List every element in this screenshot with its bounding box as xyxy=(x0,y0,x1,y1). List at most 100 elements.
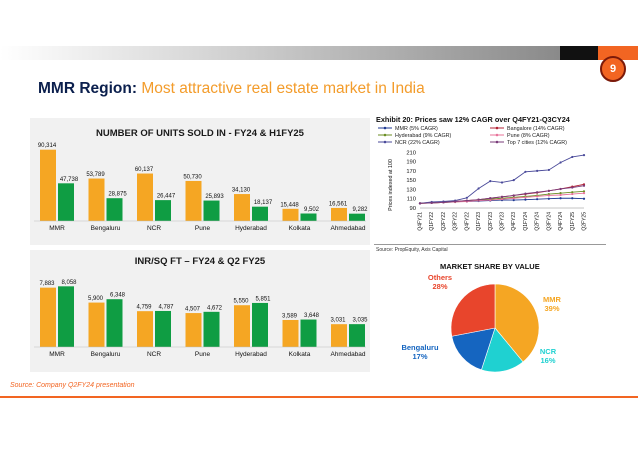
bar-bengaluru-s1 xyxy=(106,198,123,221)
bar-label-hyderabad-s0: 34,130 xyxy=(232,188,251,194)
bar-label-bengaluru-s0: 53,789 xyxy=(86,172,105,178)
bar-label-hyderabad-s1: 5,851 xyxy=(255,296,271,302)
units-sold-chart: 90,314 47,738 MMR 53,789 28,875 Bengaluru 60,1… xyxy=(34,143,368,232)
legend-marker-0 xyxy=(383,126,387,130)
page-number-badge: 9 xyxy=(600,56,626,82)
x-tick-q2fy23: Q2FY23 xyxy=(488,212,494,231)
pie-value-mmr: 39% xyxy=(544,304,559,313)
series-5-point-2 xyxy=(442,201,445,204)
x-tick-q1fy25: Q1FY25 xyxy=(570,212,576,231)
series-4-point-12 xyxy=(559,161,562,164)
bar-label-ncr-s1: 26,447 xyxy=(157,194,176,200)
series-5-point-4 xyxy=(465,199,468,202)
slide-title-rest: Most attractive real estate market in In… xyxy=(137,80,425,97)
legend-label-0: MMR (5% CAGR) xyxy=(395,126,438,132)
series-3-point-14 xyxy=(582,192,586,195)
bar-label-mmr-s1: 47,738 xyxy=(60,177,79,183)
legend-marker-4 xyxy=(383,140,387,144)
series-2-point-14 xyxy=(582,190,586,193)
y-tick-90: 90 xyxy=(410,206,416,212)
bar-label-bengaluru-s0: 5,900 xyxy=(88,296,104,302)
pie-slice-mmr xyxy=(494,283,540,363)
x-tick-q3fy24: Q3FY24 xyxy=(546,212,552,231)
category-label-bengaluru: Bengaluru xyxy=(91,351,121,358)
slide-title: MMR Region: Most attractive real estate … xyxy=(38,80,425,98)
bar-hyderabad-s0 xyxy=(234,305,250,347)
bar-kolkata-s0 xyxy=(282,319,299,347)
series-3-point-9 xyxy=(524,196,527,199)
bar-label-pune-s0: 50,730 xyxy=(183,174,202,180)
bar-label-mmr-s0: 90,314 xyxy=(38,143,57,149)
category-label-mmr: MMR xyxy=(49,225,65,232)
bar-label-mmr-s0: 7,883 xyxy=(39,281,55,287)
bar-hyderabad-s1 xyxy=(252,206,268,221)
bar-bengaluru-s0 xyxy=(88,302,105,347)
y-axis-label: Prices indexed at 100 xyxy=(388,159,394,211)
bar-label-ncr-s0: 60,137 xyxy=(135,167,154,173)
series-5-point-10 xyxy=(536,191,539,194)
category-label-bengaluru: Bengaluru xyxy=(91,225,121,232)
inr-sqft-title: INR/SQ FT – FY24 & Q2 FY25 xyxy=(134,256,266,267)
market-share-title: MARKET SHARE BY VALUE xyxy=(440,262,540,271)
y-tick-170: 170 xyxy=(406,169,416,175)
category-label-ncr: NCR xyxy=(147,351,161,358)
series-3-point-10 xyxy=(536,195,539,198)
slide-title-bold: MMR Region: xyxy=(38,80,138,97)
series-4-point-9 xyxy=(524,170,527,173)
category-label-ahmedabad: Ahmedabad xyxy=(330,351,365,358)
x-tick-q4fy23: Q4FY23 xyxy=(511,212,517,231)
source-note: Source: Company Q2FY24 presentation xyxy=(10,382,135,389)
series-5-point-3 xyxy=(454,200,457,203)
bar-hyderabad-s0 xyxy=(234,194,250,221)
series-5-point-11 xyxy=(547,189,550,192)
bar-bengaluru-s0 xyxy=(88,178,105,221)
category-label-ahmedabad: Ahmedabad xyxy=(330,225,365,232)
series-5-point-1 xyxy=(430,201,433,204)
bar-mmr-s0 xyxy=(40,149,56,221)
price-index-line-chart: MMR (5% CAGR) Bangalore (14% CAGR) Hyderab… xyxy=(378,126,588,231)
bar-ahmedabad-s1 xyxy=(349,324,365,347)
pie-slice-others xyxy=(450,283,496,337)
x-tick-q2fy22: Q2FY22 xyxy=(441,212,447,231)
series-0-point-14 xyxy=(582,197,586,200)
series-0-point-11 xyxy=(547,197,550,200)
legend-label-1: Bangalore (14% CAGR) xyxy=(507,126,565,132)
pie-value-ncr: 16% xyxy=(540,356,555,365)
series-5-point-13 xyxy=(571,186,574,189)
category-label-hyderabad: Hyderabad xyxy=(235,351,267,358)
pie-value-bengaluru: 17% xyxy=(412,352,427,361)
series-5-point-12 xyxy=(559,187,562,191)
series-5-point-5 xyxy=(477,198,480,201)
series-4-point-13 xyxy=(571,155,574,159)
legend-marker-5 xyxy=(495,140,499,144)
bar-label-pune-s0: 4,507 xyxy=(185,307,201,313)
category-label-kolkata: Kolkata xyxy=(289,225,311,232)
bar-kolkata-s1 xyxy=(300,213,317,221)
inr-sqft-chart: 7,883 8,058 MMR 5,900 6,348 Bengaluru 4,759 4,7… xyxy=(34,280,368,358)
series-4-point-7 xyxy=(500,181,504,184)
bar-ahmedabad-s0 xyxy=(331,207,347,221)
y-tick-130: 130 xyxy=(406,187,416,193)
legend-label-5: Top 7 cities (12% CAGR) xyxy=(507,140,567,146)
legend-marker-2 xyxy=(383,133,387,137)
pie-value-others: 28% xyxy=(432,282,447,291)
pie-label-bengaluru: Bengaluru xyxy=(401,343,439,352)
bar-label-ahmedabad-s1: 9,282 xyxy=(352,207,368,213)
series-5-point-14 xyxy=(582,184,586,187)
exhibit-title: Exhibit 20: Prices saw 12% CAGR over Q4F… xyxy=(376,115,570,124)
bar-label-hyderabad-s1: 18,137 xyxy=(254,200,273,206)
series-4-point-11 xyxy=(547,168,550,172)
pie-slice-bengaluru xyxy=(451,327,496,371)
bar-pune-s1 xyxy=(203,311,220,347)
y-tick-210: 210 xyxy=(406,150,416,156)
series-4-point-10 xyxy=(536,169,539,172)
x-tick-q2fy25: Q2FY25 xyxy=(582,212,588,231)
series-0-point-13 xyxy=(571,197,574,200)
exhibit-source: Source: PropEquity, Axis Capital xyxy=(376,247,448,253)
category-label-pune: Pune xyxy=(195,351,211,358)
x-tick-q1fy23: Q1FY23 xyxy=(476,212,482,231)
series-3-point-12 xyxy=(559,193,562,197)
x-tick-q1fy24: Q1FY24 xyxy=(523,212,529,231)
bar-ahmedabad-s1 xyxy=(349,213,365,221)
